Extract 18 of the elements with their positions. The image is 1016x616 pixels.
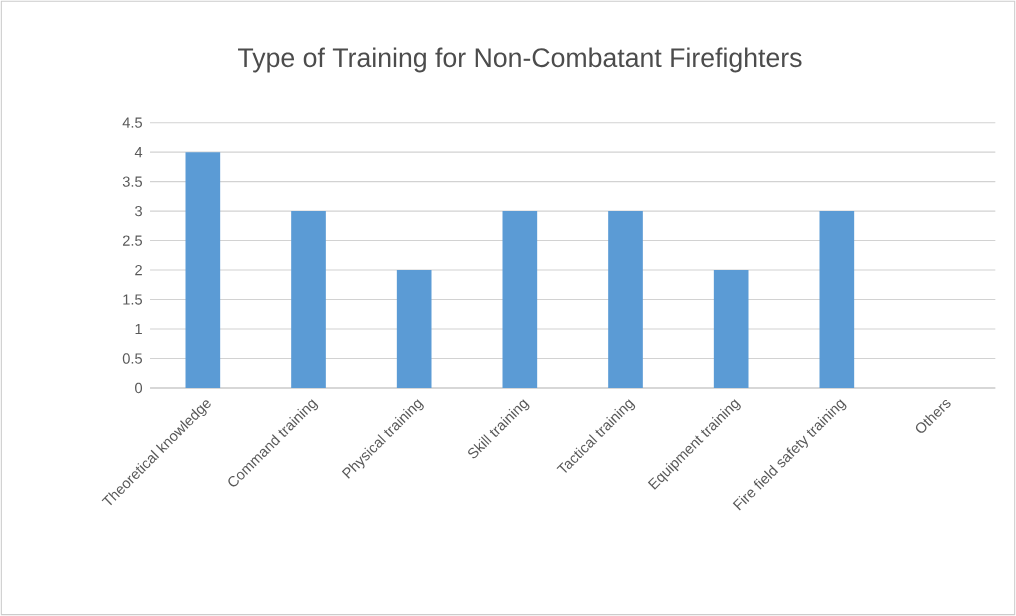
- bar: [396, 270, 432, 388]
- y-tick-label: 2: [135, 264, 142, 276]
- bar: [185, 152, 221, 388]
- bar: [502, 211, 538, 388]
- y-tick-label: 3.5: [122, 176, 142, 187]
- bar: [819, 211, 855, 388]
- y-tick-label: 1.5: [123, 294, 142, 305]
- y-tick-label: 1: [135, 323, 142, 335]
- bar: [713, 270, 749, 388]
- y-tick-label: 4.5: [122, 117, 142, 128]
- bar: [291, 211, 326, 388]
- y-tick-label: 0: [135, 382, 143, 394]
- bar: [608, 211, 643, 388]
- y-tick-label: 2.5: [122, 235, 142, 246]
- y-tick-label: 0.5: [122, 353, 142, 364]
- chart-title: Type of Training for Non-Combatant Firefighters: [238, 47, 802, 73]
- y-tick-label: 3: [135, 205, 142, 217]
- y-tick-label: 4: [134, 147, 143, 158]
